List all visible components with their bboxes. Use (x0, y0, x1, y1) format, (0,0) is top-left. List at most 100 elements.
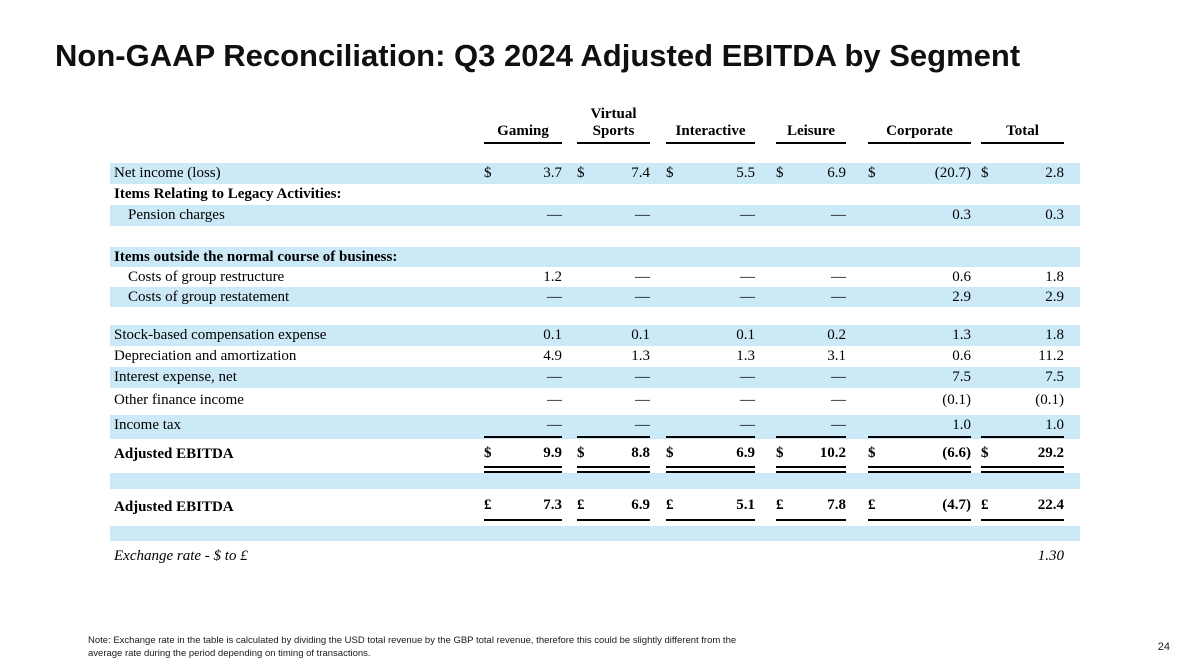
cell-value: — (635, 289, 650, 305)
cell-value: — (635, 417, 650, 433)
cell-value: — (635, 269, 650, 285)
cell-value: (4.7) (942, 497, 971, 513)
cell-value: — (831, 392, 846, 408)
table-section-header-outside: Items outside the normal course of busin… (110, 247, 1080, 267)
spacer (110, 307, 1080, 325)
page-title: Non-GAAP Reconciliation: Q3 2024 Adjuste… (55, 38, 1021, 73)
page-number: 24 (1157, 641, 1170, 653)
row-label: Costs of group restructure (128, 269, 285, 285)
cell-value: 22.4 (1037, 497, 1064, 513)
cell-value: 7.4 (631, 165, 650, 181)
spacer (110, 226, 1080, 247)
cell-value: 1.0 (952, 417, 971, 433)
currency-symbol: $ (981, 445, 989, 461)
currency-symbol: $ (666, 445, 674, 461)
cell-value: — (831, 269, 846, 285)
cell-value: 1.3 (631, 348, 650, 364)
currency-symbol: $ (776, 165, 784, 181)
cell-value: 29.2 (1037, 445, 1064, 461)
cell-value: — (740, 207, 755, 223)
cell-value: 0.2 (827, 327, 846, 343)
currency-symbol: $ (484, 165, 492, 181)
cell-value: — (740, 417, 755, 433)
cell-value: 7.8 (827, 497, 846, 513)
table-row-restatement: Costs of group restatement — — — — 2.9 2… (110, 287, 1080, 307)
cell-value: 11.2 (1038, 348, 1064, 364)
cell-value: 5.1 (736, 497, 755, 513)
cell-value: 6.9 (631, 497, 650, 513)
cell-value: 7.5 (1045, 369, 1064, 385)
column-header-total: Total (981, 123, 1064, 144)
table-row-adjusted-ebitda-usd: Adjusted EBITDA $9.9 $8.8 $6.9 $10.2 $ (6… (110, 439, 1080, 473)
cell-value: (20.7) (934, 165, 971, 181)
cell-value: 0.3 (1045, 207, 1064, 223)
cell-value: (0.1) (1035, 392, 1064, 408)
row-label: Interest expense, net (114, 369, 237, 385)
row-label: Income tax (114, 417, 182, 433)
row-label: Exchange rate - $ to £ (114, 548, 248, 564)
currency-symbol: $ (577, 445, 585, 461)
row-label: Items outside the normal course of busin… (114, 249, 398, 265)
cell-value: — (831, 289, 846, 305)
spacer (110, 473, 1080, 489)
row-label: Stock-based compensation expense (114, 327, 327, 343)
footnote: Note: Exchange rate in the table is calc… (88, 634, 868, 660)
cell-value: (6.6) (942, 445, 971, 461)
cell-value: — (547, 369, 562, 385)
cell-value: — (740, 289, 755, 305)
cell-value: 1.3 (736, 348, 755, 364)
cell-value: 1.3 (952, 327, 971, 343)
table-header-row: Gaming Virtual Sports Interactive Leisure… (110, 98, 1080, 144)
cell-value: — (740, 269, 755, 285)
cell-value: — (635, 369, 650, 385)
cell-value: 2.9 (952, 289, 971, 305)
cell-value: 10.2 (819, 445, 846, 461)
cell-value: — (831, 369, 846, 385)
currency-symbol: £ (577, 497, 585, 513)
cell-value: 9.9 (543, 445, 562, 461)
cell-value: 3.1 (827, 348, 846, 364)
cell-value: 1.0 (1045, 417, 1064, 433)
spacer (110, 526, 1080, 541)
column-header-virtual-sports: Virtual Sports (577, 106, 650, 144)
table-row-pension-charges: Pension charges — — — — 0.3 0.3 (110, 205, 1080, 226)
exchange-rate-value: 1.30 (1037, 548, 1064, 564)
cell-value: — (635, 207, 650, 223)
column-header-corporate: Corporate (868, 123, 971, 144)
currency-symbol: £ (666, 497, 674, 513)
currency-symbol: $ (868, 165, 876, 181)
column-header-gaming: Gaming (484, 123, 562, 144)
currency-symbol: $ (666, 165, 674, 181)
cell-value: — (547, 289, 562, 305)
cell-value: 1.8 (1045, 327, 1064, 343)
footnote-line-1: Note: Exchange rate in the table is calc… (88, 635, 737, 646)
row-label: Costs of group restatement (128, 289, 290, 305)
currency-symbol: £ (776, 497, 784, 513)
cell-value: 1.8 (1045, 269, 1064, 285)
cell-value: 5.5 (736, 165, 755, 181)
cell-value: 1.2 (543, 269, 562, 285)
cell-value: 4.9 (543, 348, 562, 364)
table-row-restructure: Costs of group restructure 1.2 — — — 0.6… (110, 267, 1080, 287)
cell-value: 0.1 (543, 327, 562, 343)
table-row-other-finance-income: Other finance income — — — — (0.1) (0.1) (110, 388, 1080, 412)
cell-value: 7.5 (952, 369, 971, 385)
cell-value: (0.1) (942, 392, 971, 408)
column-header-leisure: Leisure (776, 123, 846, 144)
cell-value: — (740, 392, 755, 408)
currency-symbol: $ (577, 165, 585, 181)
cell-value: — (740, 369, 755, 385)
cell-value: 0.3 (952, 207, 971, 223)
table-row-stock-compensation: Stock-based compensation expense 0.1 0.1… (110, 325, 1080, 346)
row-label: Depreciation and amortization (114, 348, 297, 364)
row-label: Pension charges (128, 207, 225, 223)
cell-value: 6.9 (827, 165, 846, 181)
cell-value: 3.7 (543, 165, 562, 181)
cell-value: 0.1 (631, 327, 650, 343)
cell-value: 8.8 (631, 445, 650, 461)
cell-value: 0.6 (952, 269, 971, 285)
cell-value: — (635, 392, 650, 408)
cell-value: 7.3 (543, 497, 562, 513)
table-row-adjusted-ebitda-gbp: Adjusted EBITDA £7.3 £6.9 £5.1 £7.8 £ (4.… (110, 494, 1080, 524)
